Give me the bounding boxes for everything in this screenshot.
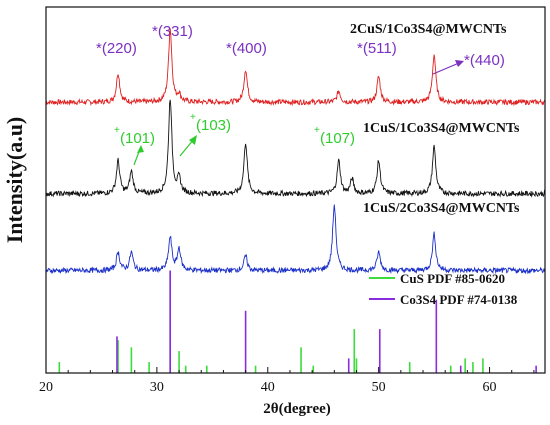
series-line-0 bbox=[45, 28, 546, 107]
series-line-2 bbox=[45, 204, 546, 275]
x-tick-label: 40 bbox=[261, 380, 275, 395]
arrow-440 bbox=[432, 62, 460, 75]
annotation-107: (107) bbox=[320, 130, 355, 147]
annotation-103: (103) bbox=[196, 117, 231, 134]
annotation-101: (101) bbox=[120, 130, 155, 147]
annotation-220: *(220) bbox=[96, 40, 137, 57]
axis-layer: 20 30 40 50 60 bbox=[39, 6, 546, 395]
legend-label-cus: CuS PDF #85-0620 bbox=[400, 271, 505, 286]
x-tick-label: 50 bbox=[372, 380, 386, 395]
cus-marker-101: + bbox=[114, 125, 120, 136]
arrow-103-head bbox=[189, 135, 197, 145]
y-axis-label: Intensity(a.u) bbox=[2, 117, 27, 244]
legend-label-co3s4: Co3S4 PDF #74-0138 bbox=[400, 292, 518, 307]
series-line-1 bbox=[45, 99, 546, 198]
series-label-black: 1CuS/1Co3S4@MWCNTs bbox=[363, 121, 520, 136]
x-tick-label: 60 bbox=[483, 380, 497, 395]
plot-frame bbox=[45, 6, 546, 374]
annotation-400: *(400) bbox=[226, 40, 267, 57]
x-tick-label: 20 bbox=[39, 380, 53, 395]
arrow-440-head bbox=[455, 60, 464, 67]
cus-marker-103: + bbox=[190, 112, 196, 123]
annotation-511: *(511) bbox=[357, 40, 397, 57]
legend: CuS PDF #85-0620 Co3S4 PDF #74-0138 bbox=[369, 271, 518, 307]
plot-layer bbox=[45, 28, 546, 373]
x-tick-label: 30 bbox=[150, 380, 164, 395]
annotation-440: *(440) bbox=[464, 52, 505, 69]
cus-marker-107: + bbox=[314, 125, 320, 136]
arrow-101-head bbox=[137, 145, 144, 153]
series-label-blue: 1CuS/2Co3S4@MWCNTs bbox=[363, 201, 520, 216]
series-label-red: 2CuS/1Co3S4@MWCNTs bbox=[350, 22, 507, 37]
x-axis-label: 2θ(degree) bbox=[263, 401, 331, 417]
annotation-331: *(331) bbox=[152, 23, 193, 40]
